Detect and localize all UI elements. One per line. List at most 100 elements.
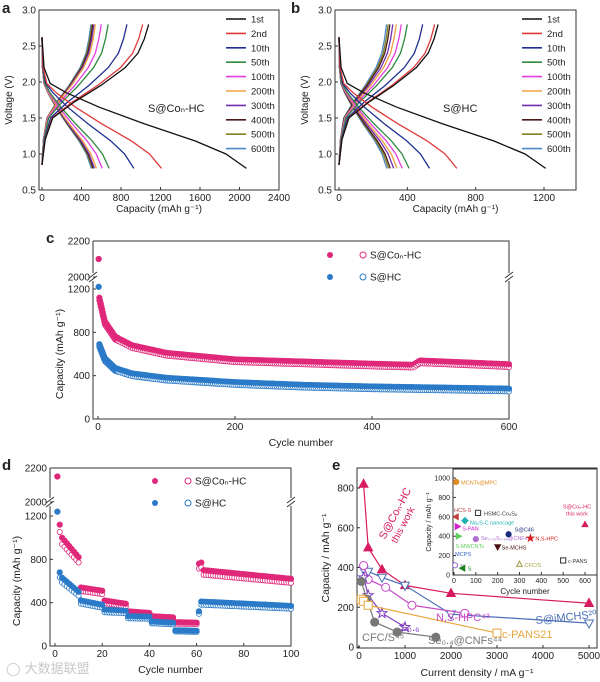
- legend-label: 600th: [251, 144, 275, 155]
- x-axis-label: Cycle number: [138, 664, 203, 676]
- data-point: [376, 573, 388, 584]
- sample-annotation: S@HC: [443, 103, 477, 115]
- discharge-point: [193, 619, 200, 626]
- x-axis-label: Capacity (mAh g⁻¹): [413, 204, 499, 215]
- legend-label: 400th: [251, 115, 275, 126]
- legend-filled-marker: [327, 252, 333, 258]
- discharge-point: [99, 601, 106, 608]
- discharge-point: [95, 255, 102, 263]
- inset-point: [560, 557, 567, 564]
- series-label: S₀.₆: [400, 622, 419, 634]
- charge-curve-50th: [338, 24, 408, 165]
- inset-point-label: Na₂S-C nanocage: [470, 521, 514, 527]
- legend-open-marker: [184, 499, 192, 507]
- axis-break-mark: [286, 500, 296, 508]
- inset-point: [451, 562, 459, 569]
- y-tick-label: 0: [41, 642, 47, 653]
- x-tick-label: 0: [39, 193, 45, 204]
- inset-point: [525, 533, 536, 543]
- inset-point: [458, 564, 466, 572]
- legend-label: 10th: [547, 43, 566, 54]
- panel-letter-c: c: [46, 230, 54, 247]
- legend-label: 1st: [251, 15, 264, 26]
- y-tick-label: 1000: [434, 475, 450, 482]
- discharge-point: [95, 283, 102, 290]
- x-tick-label: 400: [399, 193, 416, 204]
- data-point: [460, 608, 470, 618]
- series-label: CFC/S⁴⁵: [362, 632, 404, 644]
- x-tick-label: 1000: [394, 651, 417, 662]
- x-tick-label: 2000: [228, 193, 251, 204]
- y-tick-label: 3.0: [22, 6, 36, 17]
- x-tick-label: 600: [579, 578, 591, 585]
- panel-letter-e: e: [332, 457, 340, 474]
- y-tick-label: 1200: [68, 285, 91, 296]
- x-tick-label: 300: [514, 578, 526, 585]
- inset-point: [505, 531, 512, 538]
- x-tick-label: 0: [356, 651, 362, 662]
- legend-label: 50th: [547, 58, 566, 69]
- data-point: [381, 582, 391, 592]
- y-tick-label: 1.5: [22, 114, 36, 125]
- legend-label: 200th: [547, 87, 571, 98]
- data-point: [363, 600, 373, 610]
- inset-point-label: CFC/S: [525, 563, 542, 569]
- series-label: N,S-HPC⁴³: [436, 612, 490, 624]
- inset-point: [581, 520, 589, 528]
- series-line: [360, 581, 398, 633]
- x-tick-label: 0: [452, 578, 456, 585]
- discharge-point: [75, 588, 82, 595]
- x-tick-label: 40: [144, 649, 156, 660]
- legend-label: 300th: [547, 101, 571, 112]
- x-tick-label: 0: [52, 649, 58, 660]
- y-tick-label: 200: [438, 553, 450, 560]
- panel-e-rate-comparison: 0 1000 2000 3000 4000 50000200400600800Curren…: [320, 467, 600, 679]
- inset-point: [452, 513, 459, 521]
- x-axis-label: Cycle number: [500, 587, 550, 596]
- legend-label: 100th: [547, 72, 571, 83]
- y-tick-label: 0.5: [318, 186, 332, 197]
- y-tick-label: 800: [73, 328, 90, 339]
- panel-d-rate-performance: 0 20 40 60 80 100 0 400 800 1200 2000 2200 Cycle num…: [11, 464, 300, 677]
- panel-letter-d: d: [2, 457, 11, 474]
- legend-label: 2nd: [251, 29, 267, 40]
- inset-point: [493, 544, 502, 552]
- y-tick-label: 400: [30, 598, 47, 609]
- inset-point-label: S-MWCNTs: [455, 544, 484, 550]
- y-tick-label: 2.0: [318, 78, 332, 89]
- discharge-curve-2nd: [41, 37, 162, 169]
- inset-point-label: Se₀.₀₆S₀.₉₄@CNFs: [481, 536, 528, 542]
- x-tick-label: 0: [336, 193, 342, 204]
- x-tick-label: 4000: [532, 651, 555, 662]
- inset-point-label: MCPS: [455, 552, 471, 558]
- y-tick-label: 0.5: [22, 186, 36, 197]
- data-point: [362, 541, 374, 552]
- charge-curve-1st: [338, 24, 439, 165]
- y-tick-label: 1.0: [22, 150, 36, 161]
- legend-label: 50th: [251, 58, 270, 69]
- discharge-point: [287, 602, 295, 610]
- axis-break-mark: [286, 496, 296, 504]
- x-tick-label: 1600: [189, 193, 212, 204]
- series-line: [397, 631, 436, 638]
- inset-point-label: HSMC-Co₉S₈: [484, 511, 517, 517]
- y-axis-label: Voltage (V): [4, 75, 15, 124]
- legend-open-marker: [359, 273, 367, 281]
- data-point: [358, 478, 369, 488]
- legend-open-marker: [184, 477, 192, 485]
- discharge-curve-2nd: [338, 37, 458, 169]
- inset-point-label: HCS-S: [454, 508, 471, 514]
- inset-point-label-line: S@Coₙ-HC: [563, 505, 591, 511]
- x-axis-label: Cycle number: [269, 437, 334, 449]
- legend-label: S@HC: [370, 273, 401, 284]
- discharge-point: [54, 473, 61, 480]
- charge-curve-10th: [41, 24, 128, 165]
- data-point: [376, 563, 388, 574]
- panel-a-voltage-profile-con-hc: 0 400 800 1200 1600 2000 2400 0.5 1.0 1.5 2.0 2.5 3.…: [4, 6, 291, 216]
- inset-point: [515, 560, 524, 567]
- data-point: [583, 597, 595, 607]
- y-tick-label: 600: [337, 523, 354, 534]
- y-tick-label: 2200: [68, 237, 91, 248]
- y-tick-label: 200: [337, 603, 354, 614]
